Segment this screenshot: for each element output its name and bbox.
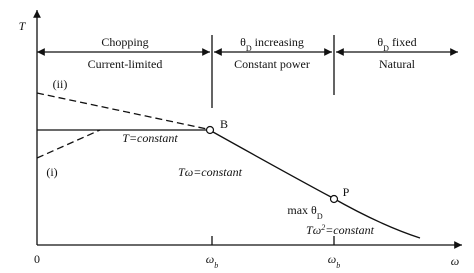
label-part: 2 (321, 223, 325, 232)
label-part: Tω (306, 223, 321, 237)
label-part: D (383, 44, 389, 53)
label-part: ω (206, 252, 214, 266)
dashed-ii (36, 92, 208, 130)
point-p-marker (329, 194, 339, 204)
label-part: b (336, 261, 340, 270)
point-label: B (220, 117, 228, 131)
label-part: Chopping (101, 35, 148, 49)
x-axis-label: ω (451, 254, 459, 268)
label-part: Natural (379, 57, 416, 71)
x-mark-label: ωb (328, 252, 340, 270)
curve-label: (i) (46, 165, 57, 179)
curve-label: max θD (287, 203, 322, 221)
label-part: D (317, 212, 323, 221)
point-label: P (343, 185, 350, 199)
label-part: P (343, 185, 350, 199)
region-title: Chopping (101, 35, 148, 49)
origin-label: 0 (34, 252, 40, 266)
label-part: Current-limited (88, 57, 163, 71)
label-part: 0 (34, 252, 40, 266)
curve-label: T=constant (122, 131, 178, 145)
region-subtitle: Current-limited (88, 57, 163, 71)
label-part: T (122, 131, 130, 145)
label-part: =constant (193, 165, 242, 179)
curve-label: Tω2=constant (306, 223, 375, 238)
label-part: =constant (325, 223, 374, 237)
region-subtitle: Natural (379, 57, 416, 71)
label-part: increasing (252, 35, 304, 49)
label-part: ω (451, 254, 459, 268)
x-mark-label: ωb (206, 252, 218, 270)
dashed-i (36, 129, 101, 159)
label-part: =constant (129, 131, 178, 145)
label-part: (ii) (53, 77, 68, 91)
label-part: T (19, 19, 27, 33)
label-part: B (220, 117, 228, 131)
curve-label: Tω=constant (178, 165, 243, 179)
label-part: θ (240, 35, 246, 49)
label-part: fixed (389, 35, 417, 49)
label-part: D (246, 44, 252, 53)
curve-label: (ii) (53, 77, 68, 91)
region-title: θD increasing (240, 35, 304, 53)
label-part: Constant power (234, 57, 310, 71)
region-subtitle: Constant power (234, 57, 310, 71)
point-b-marker (205, 125, 215, 135)
label-part: max θ (287, 203, 317, 217)
y-axis-label: T (19, 19, 27, 33)
label-part: b (214, 261, 218, 270)
label-part: ω (328, 252, 336, 266)
label-part: θ (377, 35, 383, 49)
label-part: (i) (46, 165, 57, 179)
label-part: Tω (178, 165, 193, 179)
region-title: θD fixed (377, 35, 416, 53)
